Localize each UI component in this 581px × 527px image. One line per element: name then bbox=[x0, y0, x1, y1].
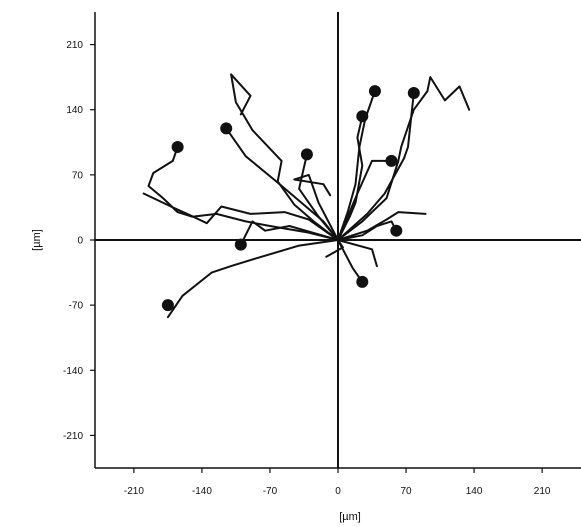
y-tick-label: 70 bbox=[72, 170, 84, 181]
trajectory-endpoint-4 bbox=[220, 122, 233, 135]
trajectory-endpoint-14 bbox=[356, 275, 369, 288]
x-tick-label: 140 bbox=[466, 486, 483, 497]
y-tick-label: 0 bbox=[77, 236, 83, 247]
trajectory-1 bbox=[166, 239, 339, 319]
x-tick-label: -140 bbox=[192, 486, 212, 497]
trajectory-3 bbox=[142, 192, 339, 241]
y-tick-label: -210 bbox=[63, 431, 83, 442]
x-tick-label: 210 bbox=[534, 486, 551, 497]
trajectory-14 bbox=[337, 239, 364, 283]
y-tick-label: -140 bbox=[63, 366, 83, 377]
trajectory-endpoint-13 bbox=[390, 224, 403, 237]
trajectory-6 bbox=[298, 153, 339, 241]
trajectory-2 bbox=[147, 145, 339, 241]
endpoint-group bbox=[161, 85, 420, 312]
trajectory-endpoint-11 bbox=[407, 86, 420, 99]
trajectory-12 bbox=[337, 211, 427, 241]
x-tick-group: -210 -140 -70 0 70 140 210 bbox=[124, 468, 551, 497]
trajectory-endpoint-1 bbox=[161, 299, 174, 312]
trajectory-16 bbox=[325, 239, 344, 258]
trajectory-endpoint-8 bbox=[368, 85, 381, 98]
trajectory-15 bbox=[337, 239, 378, 268]
trajectory-7 bbox=[239, 220, 339, 246]
y-tick-label: 140 bbox=[66, 105, 83, 116]
x-tick-label: 70 bbox=[400, 486, 412, 497]
trajectory-5 bbox=[230, 73, 339, 241]
trajectory-endpoint-9 bbox=[356, 110, 369, 123]
trajectory-endpoint-18 bbox=[385, 154, 398, 167]
trajectory-18 bbox=[337, 159, 393, 241]
axes-group bbox=[94, 12, 581, 469]
x-tick-label: -210 bbox=[124, 486, 144, 497]
trajectory-17 bbox=[293, 173, 339, 241]
x-tick-label: -70 bbox=[263, 486, 278, 497]
x-tick-label: 0 bbox=[335, 486, 341, 497]
y-tick-group: -210 -140 -70 0 70 140 210 bbox=[63, 40, 95, 442]
trajectory-group bbox=[142, 73, 471, 319]
trajectory-13 bbox=[337, 220, 398, 241]
trajectory-10 bbox=[337, 76, 471, 241]
x-axis-title: [µm] bbox=[339, 511, 361, 523]
trajectory-endpoint-6 bbox=[300, 148, 313, 161]
trajectory-endpoint-2 bbox=[171, 140, 184, 153]
y-tick-label: -70 bbox=[69, 301, 84, 312]
trajectory-11 bbox=[337, 92, 415, 241]
y-tick-label: 210 bbox=[66, 40, 83, 51]
trajectory-9 bbox=[337, 115, 364, 241]
y-axis-title: [µm] bbox=[31, 229, 43, 251]
trajectory-endpoint-7 bbox=[234, 238, 247, 251]
